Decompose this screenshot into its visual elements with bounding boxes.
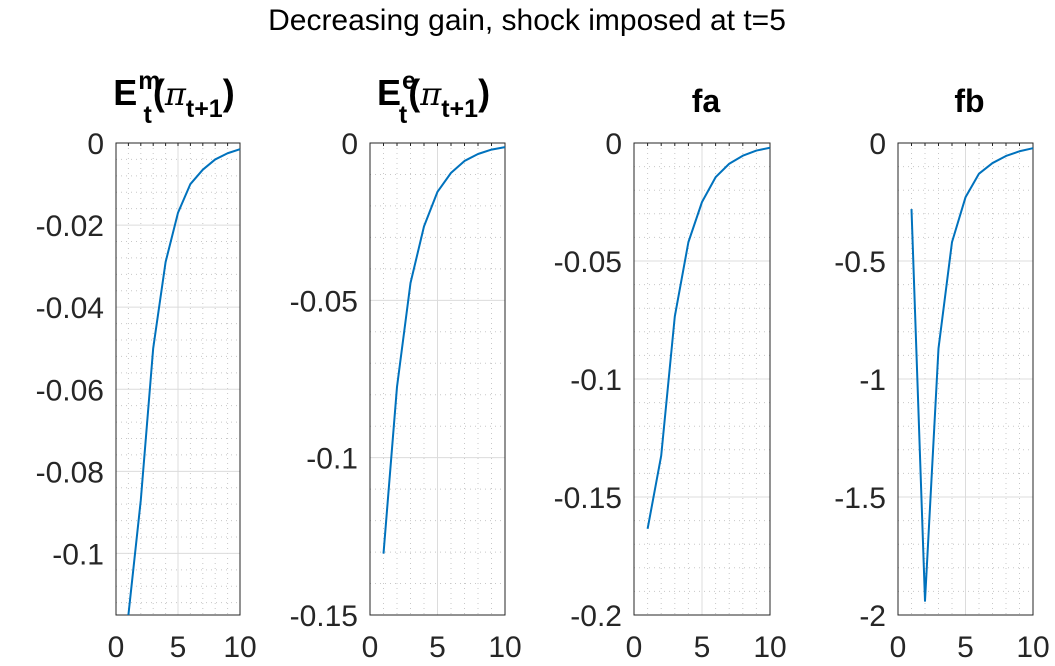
figure-title: Decreasing gain, shock imposed at t=5 — [268, 4, 786, 37]
series-line-1 — [646, 146, 771, 530]
y-tick-label: -0.05 — [554, 246, 622, 279]
y-tick-label: -0.2 — [570, 600, 622, 633]
x-tick-label: 10 — [1016, 631, 1049, 664]
x-tick-label: 5 — [694, 631, 711, 664]
x-tick-label: 5 — [957, 631, 974, 664]
y-tick-label: -0.15 — [290, 600, 358, 633]
y-tick-label: -1.5 — [834, 482, 886, 515]
subplot-1: 0 5 10 0 -0.02 -0.04 -0.06 -0.08 -0.1 Em t(πt+1) — [36, 67, 257, 664]
y-tick-label: -0.1 — [306, 443, 358, 476]
y-tick-label: -0.08 — [36, 456, 104, 489]
series-line-1 — [127, 148, 241, 616]
panel-title: fb — [954, 83, 984, 119]
y-tick-label: 0 — [869, 128, 886, 161]
subplot-2: 0 5 10 0 -0.05 -0.1 -0.15 Ee t(πt+1) — [290, 67, 522, 664]
subplot-3: 0 5 10 0 -0.05 -0.1 -0.15 -0.2 fa — [554, 83, 787, 664]
subplot-grid: 0 5 10 0 -0.02 -0.04 -0.06 -0.08 -0.1 Em t(πt+1) 0 5… — [36, 67, 1050, 664]
y-tick-label: 0 — [605, 128, 622, 161]
series-line-1 — [382, 146, 506, 554]
x-tick-label: 0 — [890, 631, 907, 664]
x-tick-label: 10 — [488, 631, 521, 664]
panel-title: Ee t(πt+1) — [377, 67, 490, 129]
y-tick-label: -0.06 — [36, 374, 104, 407]
y-tick-label: -0.5 — [834, 246, 886, 279]
x-tick-label: 0 — [362, 631, 379, 664]
x-tick-label: 10 — [223, 631, 256, 664]
y-tick-label: 0 — [87, 128, 104, 161]
y-tick-label: -0.04 — [36, 292, 104, 325]
y-tick-label: -0.02 — [36, 210, 104, 243]
y-tick-label: -0.15 — [554, 482, 622, 515]
y-tick-label: -1 — [859, 364, 886, 397]
y-tick-label: -2 — [859, 600, 886, 633]
x-tick-label: 0 — [108, 631, 125, 664]
y-tick-label: -0.1 — [570, 364, 622, 397]
panel-title: fa — [692, 83, 721, 119]
panel-title: Em t(πt+1) — [113, 67, 234, 129]
subplot-4: 0 5 10 0 -0.5 -1 -1.5 -2 fb — [834, 83, 1049, 664]
x-tick-label: 5 — [429, 631, 446, 664]
y-tick-label: -0.1 — [52, 538, 104, 571]
y-tick-label: 0 — [341, 128, 358, 161]
x-tick-label: 10 — [753, 631, 786, 664]
y-tick-label: -0.05 — [290, 285, 358, 318]
x-tick-label: 0 — [626, 631, 643, 664]
x-tick-label: 5 — [170, 631, 187, 664]
series-line-1 — [910, 147, 1034, 602]
